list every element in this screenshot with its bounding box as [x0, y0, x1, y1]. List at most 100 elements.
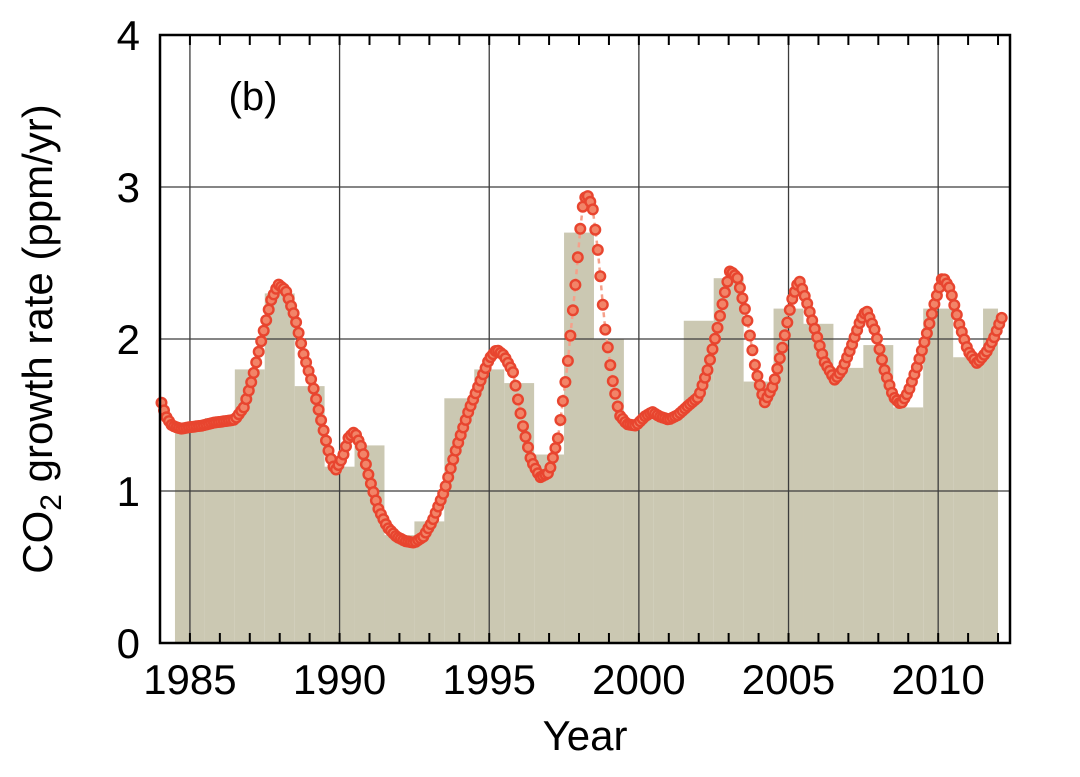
monthly-marker — [257, 324, 270, 337]
monthly-marker — [549, 442, 562, 455]
monthly-marker — [594, 270, 607, 283]
monthly-marker — [945, 289, 958, 302]
monthly-marker — [611, 400, 624, 413]
monthly-marker — [574, 222, 587, 235]
monthly-marker — [509, 379, 522, 392]
monthly-marker — [748, 359, 761, 372]
monthly-marker — [317, 424, 330, 437]
monthly-marker — [295, 337, 308, 350]
x-tick-label-2010: 2010 — [891, 656, 984, 703]
monthly-marker — [716, 298, 729, 311]
bar-1992 — [384, 535, 415, 643]
monthly-marker — [768, 373, 781, 386]
monthly-curve-layer — [155, 190, 1008, 549]
bar-1986 — [204, 418, 235, 643]
monthly-marker — [359, 458, 372, 471]
monthly-marker — [307, 382, 320, 395]
monthly-marker — [561, 354, 574, 367]
monthly-marker — [564, 329, 577, 342]
monthly-marker — [554, 414, 567, 427]
monthly-marker — [559, 376, 572, 389]
monthly-marker — [714, 309, 727, 322]
monthly-marker — [606, 375, 619, 388]
bar-2012 — [983, 308, 999, 643]
monthly-marker — [290, 316, 303, 329]
bar-2001 — [653, 415, 684, 643]
monthly-marker — [741, 314, 754, 327]
monthly-marker — [571, 251, 584, 264]
monthly-marker — [569, 278, 582, 291]
y-axis-title: CO2 growth rate (ppm/yr) — [14, 104, 68, 573]
bar-2007 — [833, 367, 864, 643]
monthly-marker — [876, 353, 889, 366]
monthly-marker — [771, 362, 784, 375]
x-axis-tick-labels: 1985 1990 1995 2000 2005 2010 — [143, 656, 985, 703]
minor-ticks-layer — [159, 35, 1000, 643]
monthly-marker — [711, 321, 724, 334]
monthly-marker — [776, 341, 789, 354]
monthly-marker — [556, 395, 569, 408]
monthly-marker — [604, 359, 617, 372]
monthly-marker — [546, 451, 559, 464]
monthly-marker — [250, 356, 263, 369]
monthly-marker — [544, 461, 557, 474]
panel-label: (b) — [229, 75, 278, 119]
monthly-marker — [601, 341, 614, 354]
monthly-marker — [310, 393, 323, 406]
monthly-marker — [292, 326, 305, 339]
monthly-marker — [252, 345, 265, 358]
monthly-marker — [731, 272, 744, 285]
monthly-marker — [948, 299, 961, 312]
monthly-marker — [551, 432, 564, 445]
monthly-marker — [781, 316, 794, 329]
y-tick-label-1: 1 — [117, 468, 140, 515]
monthly-marker — [733, 281, 746, 294]
y-axis-tick-labels: 0 1 2 3 4 — [117, 12, 140, 667]
monthly-marker — [596, 298, 609, 311]
x-tick-label-2005: 2005 — [742, 656, 835, 703]
monthly-marker — [599, 323, 612, 336]
monthly-marker — [778, 329, 791, 342]
bar-2011 — [953, 357, 984, 643]
monthly-marker — [753, 379, 766, 392]
monthly-marker — [925, 307, 938, 320]
monthly-marker — [950, 308, 963, 321]
monthly-marker — [519, 430, 532, 443]
bar-1998 — [564, 232, 594, 643]
monthly-marker — [357, 448, 370, 461]
monthly-marker — [514, 407, 527, 420]
x-axis-title: Year — [543, 712, 628, 759]
monthly-marker — [245, 376, 258, 389]
y-axis-title-co: CO — [14, 511, 61, 574]
bar-1997 — [534, 454, 565, 643]
monthly-marker — [522, 441, 535, 454]
y-axis-title-rest: growth rate (ppm/yr) — [14, 104, 61, 494]
monthly-marker — [706, 343, 719, 356]
monthly-marker — [320, 434, 333, 447]
annual-bars-layer — [174, 232, 999, 643]
monthly-marker — [591, 243, 604, 256]
y-tick-label-3: 3 — [117, 164, 140, 211]
monthly-marker — [512, 393, 525, 406]
y-tick-label-4: 4 — [117, 12, 140, 59]
bar-1988 — [264, 293, 295, 643]
monthly-marker — [736, 292, 749, 305]
monthly-marker — [873, 343, 886, 356]
monthly-marker — [701, 364, 714, 377]
monthly-marker — [743, 329, 756, 342]
x-tick-label-1990: 1990 — [293, 656, 386, 703]
monthly-marker — [566, 304, 579, 317]
monthly-marker — [609, 387, 622, 400]
monthly-marker — [260, 314, 273, 327]
monthly-marker — [738, 302, 751, 315]
y-tick-label-2: 2 — [117, 316, 140, 363]
monthly-marker — [305, 373, 318, 386]
monthly-marker — [589, 223, 602, 236]
monthly-marker — [995, 311, 1008, 324]
monthly-marker — [709, 332, 722, 345]
y-axis-title-subscript: 2 — [35, 494, 68, 511]
monthly-marker — [255, 335, 268, 348]
